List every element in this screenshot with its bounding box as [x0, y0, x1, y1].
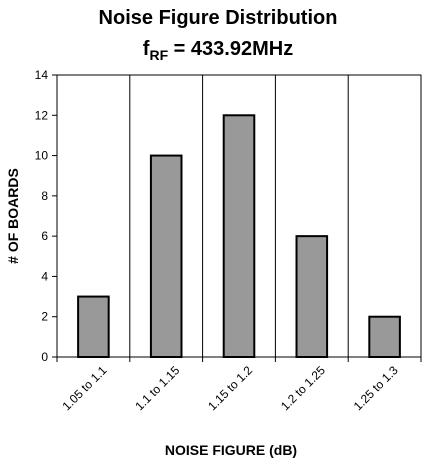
y-tick-label: 6 [41, 229, 48, 243]
x-tick-label: 1.05 to 1.1 [60, 363, 110, 413]
x-tick-label: 1.25 to 1.3 [351, 363, 401, 413]
bar [368, 315, 401, 359]
y-axis-title: # OF BOARDS [5, 168, 21, 264]
y-tick-label: 0 [41, 350, 48, 364]
bar [295, 235, 329, 358]
x-axis-title: NOISE FIGURE (dB) [165, 442, 297, 458]
chart-subtitle: fRF = 433.92MHz [143, 38, 293, 63]
y-tick-label: 12 [35, 108, 49, 122]
chart-title: Noise Figure Distribution [99, 7, 338, 29]
y-tick-label: 2 [41, 310, 48, 324]
bar [77, 295, 110, 359]
y-tick-label: 14 [35, 68, 49, 82]
x-tick-label: 1.15 to 1.2 [205, 363, 255, 413]
x-tick-label: 1.2 to 1.25 [278, 363, 328, 413]
bar [149, 154, 183, 358]
bar [222, 114, 256, 358]
subtitle-prefix: f [143, 38, 150, 60]
y-tick-label: 4 [41, 269, 48, 283]
subtitle-subscript: RF [149, 47, 168, 63]
x-tick-label: 1.1 to 1.15 [132, 363, 182, 413]
plot-area: 0 2 4 6 8 10 12 14 1.05 to 1.1 1.1 to 1.15 1.15 to… [35, 68, 422, 413]
subtitle-suffix: = 433.92MHz [168, 38, 293, 60]
y-tick-label: 10 [35, 149, 49, 163]
y-tick-label: 8 [41, 189, 48, 203]
